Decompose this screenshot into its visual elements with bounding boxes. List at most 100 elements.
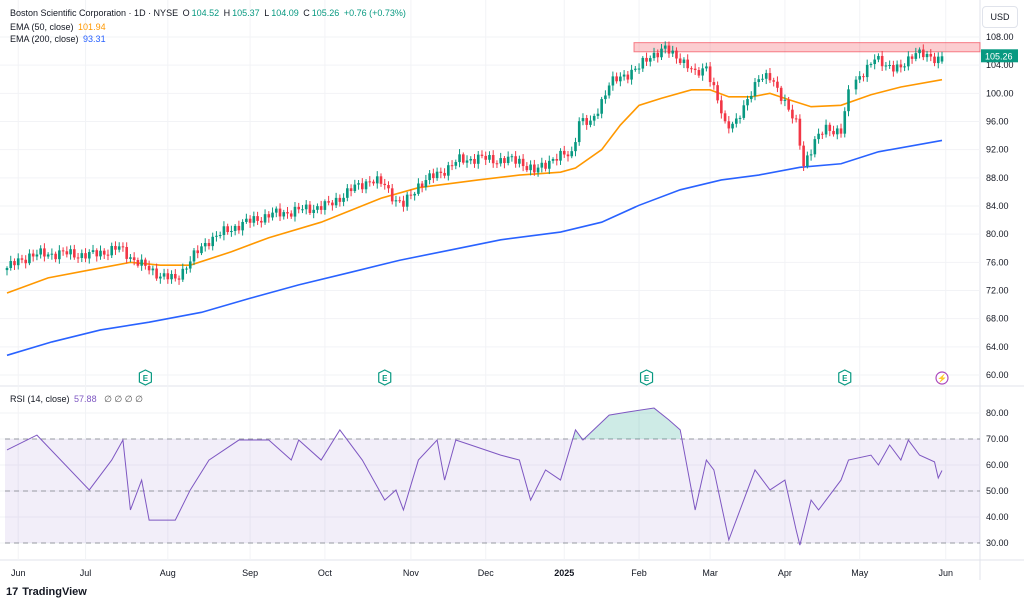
candle-body (686, 59, 689, 69)
last-price-label: 105.26 (985, 51, 1013, 61)
candle-body (821, 133, 824, 135)
time-tick-label: Nov (403, 568, 420, 578)
candle-body (248, 218, 252, 223)
candle-body (31, 253, 35, 257)
ema50-label: EMA (50, close) (10, 22, 74, 32)
candle-body (607, 85, 611, 96)
candle-body (772, 80, 775, 82)
ema50-value: 101.94 (78, 22, 106, 32)
price-tick-label: 60.00 (986, 370, 1009, 380)
candle-body (682, 59, 686, 64)
earnings-icon (639, 369, 654, 386)
tradingview-logo[interactable]: 17 TradingView (6, 586, 87, 598)
price-tick-label: 92.00 (986, 145, 1009, 155)
candle-body (207, 242, 211, 247)
candle-body (757, 79, 761, 83)
candle-body (54, 253, 57, 260)
candle-body (170, 273, 173, 280)
candle-body (117, 246, 121, 250)
candle-body (87, 252, 91, 259)
price-tick-label: 76.00 (986, 257, 1009, 267)
candle-body (925, 53, 929, 58)
candle-body (435, 171, 439, 179)
candle-body (596, 113, 600, 116)
ema50-legend[interactable]: EMA (50, close) 101.94 (10, 22, 108, 32)
candle-body (383, 183, 387, 186)
candle-body (114, 245, 117, 250)
candle-body (46, 254, 50, 257)
candle-body (241, 221, 244, 231)
price-tick-label: 80.00 (986, 229, 1009, 239)
candle-body (645, 57, 648, 62)
candle-body (604, 95, 607, 100)
rsi-legend[interactable]: RSI (14, close) 57.88 ∅ ∅ ∅ ∅ (10, 394, 145, 405)
time-tick-label: Dec (478, 568, 495, 578)
candle-body (125, 247, 128, 259)
candle-body (278, 208, 282, 217)
candle-body (181, 268, 185, 280)
candle-body (600, 99, 603, 114)
currency-button[interactable]: USD (982, 6, 1018, 28)
candle-body (218, 235, 222, 237)
candle-body (656, 52, 660, 58)
ema200-legend[interactable]: EMA (200, close) 93.31 (10, 34, 108, 44)
candle-body (892, 65, 895, 72)
candle-body (660, 48, 663, 58)
time-tick-label: 2025 (554, 568, 574, 578)
candle-body (301, 209, 304, 211)
candle-body (843, 111, 847, 134)
candle-body (708, 66, 712, 83)
candle-body (319, 206, 323, 210)
candle-body (256, 216, 259, 221)
price-tick-label: 104.00 (986, 60, 1014, 70)
price-tick-label: 100.00 (986, 88, 1014, 98)
candle-body (877, 55, 880, 60)
candle-body (697, 70, 701, 76)
candle-body (761, 78, 764, 80)
candle-body (159, 276, 162, 279)
candle-body (110, 245, 114, 256)
candle-body (274, 208, 278, 213)
candle-body (727, 121, 731, 129)
candle-body (514, 156, 517, 164)
candle-body (215, 235, 218, 237)
candle-body (454, 162, 458, 166)
candle-body (652, 52, 656, 59)
rsi-tick-label: 40.00 (986, 512, 1009, 522)
candle-body (147, 265, 151, 271)
low-value: 104.09 (271, 8, 299, 18)
candle-body (910, 56, 914, 59)
candle-body (503, 158, 506, 164)
candle-body (424, 180, 428, 188)
candle-body (211, 236, 214, 247)
rsi-tick-label: 50.00 (986, 486, 1009, 496)
candle-body (331, 202, 334, 206)
candle-body (144, 259, 147, 266)
candle-body (129, 257, 132, 259)
candle-body (166, 273, 170, 280)
candle-body (746, 99, 749, 106)
candle-body (907, 56, 910, 67)
candle-body (592, 115, 596, 121)
candle-body (648, 58, 652, 62)
candle-body (9, 261, 13, 268)
candle-body (824, 124, 828, 135)
candle-body (263, 214, 267, 223)
ema200-line (6, 139, 943, 357)
time-tick-label: Oct (318, 568, 333, 578)
candle-body (630, 69, 633, 80)
candle-body (903, 66, 906, 68)
candle-body (379, 176, 383, 184)
symbol-title: Boston Scientific Corporation · 1D · NYS… (10, 8, 179, 18)
candle-body (794, 118, 798, 120)
candle-body (929, 53, 933, 57)
candle-body (458, 154, 461, 163)
candle-body (271, 212, 274, 218)
candle-body (705, 66, 708, 69)
candle-body (835, 128, 839, 135)
time-tick-label: Aug (160, 568, 176, 578)
rsi-tick-label: 30.00 (986, 538, 1009, 548)
candle-body (349, 188, 353, 192)
candle-body (361, 183, 364, 190)
